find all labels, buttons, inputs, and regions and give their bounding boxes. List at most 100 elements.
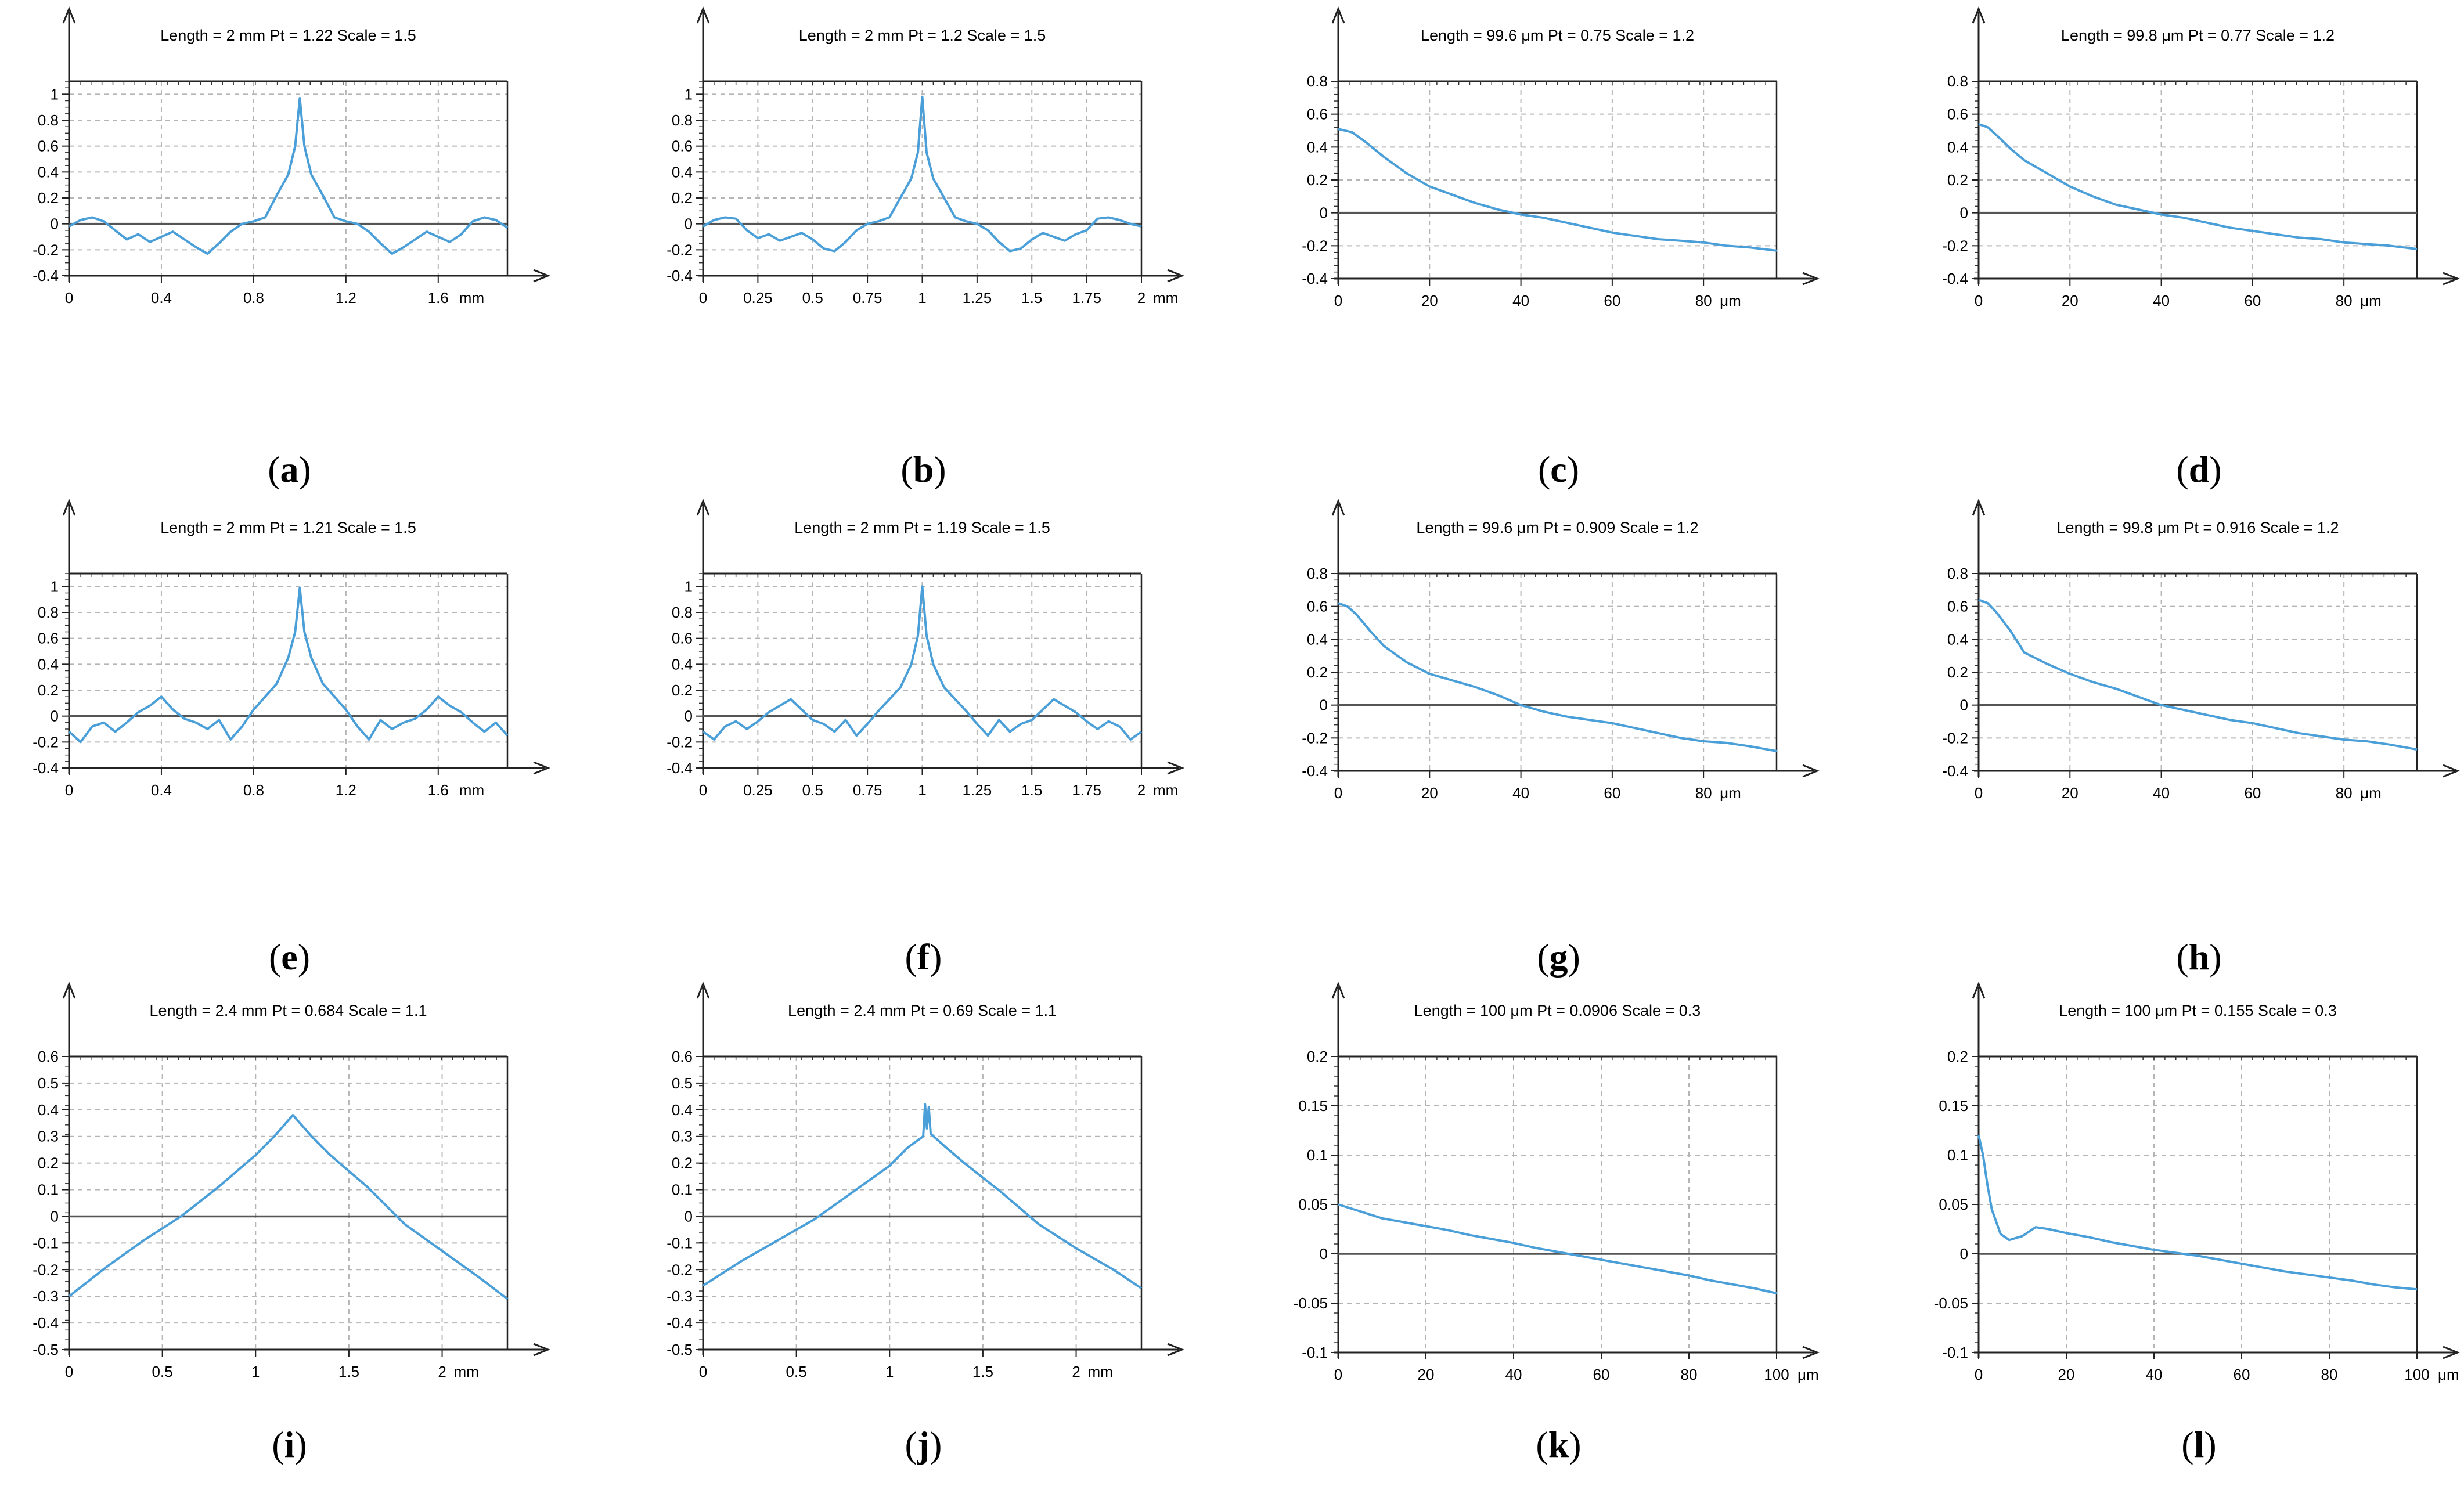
x-tick-label: 60 bbox=[2244, 784, 2261, 802]
x-tick-label: 80 bbox=[1681, 1366, 1698, 1383]
x-tick-label: 1.5 bbox=[1021, 289, 1042, 306]
panel-header: Length = 100 μm Pt = 0.155 Scale = 0.3 bbox=[2059, 1002, 2337, 1019]
y-tick-label: 0.8 bbox=[1947, 565, 1968, 582]
x-unit-label: mm bbox=[1088, 1363, 1113, 1380]
y-tick-label: 0.1 bbox=[1947, 1146, 1968, 1164]
x-tick-label: 100 bbox=[2404, 1366, 2429, 1383]
x-tick-label: 60 bbox=[1604, 292, 1620, 309]
x-tick-label: 80 bbox=[2336, 784, 2353, 802]
caption-close-paren: ) bbox=[1569, 1424, 1581, 1465]
caption-close-paren: ) bbox=[294, 1424, 307, 1465]
y-tick-label: 0.4 bbox=[38, 163, 59, 181]
x-tick-label: 1.2 bbox=[336, 781, 356, 799]
caption-letter: g bbox=[1550, 936, 1568, 978]
y-tick-label: 0 bbox=[51, 708, 59, 725]
caption-close-paren: ) bbox=[1568, 936, 1580, 978]
y-tick-label: 0.15 bbox=[1298, 1097, 1328, 1114]
y-tick-label: -0.1 bbox=[667, 1234, 693, 1251]
y-tick-label: -0.2 bbox=[667, 241, 693, 258]
y-tick-label: -0.5 bbox=[33, 1341, 59, 1358]
x-tick-label: 0.5 bbox=[802, 781, 823, 799]
y-tick-label: 0.3 bbox=[38, 1128, 59, 1145]
y-tick-label: 1 bbox=[51, 85, 59, 103]
y-tick-label: 0.15 bbox=[1939, 1097, 1968, 1114]
panel-header: Length = 2 mm Pt = 1.21 Scale = 1.5 bbox=[160, 519, 416, 536]
x-tick-label: 20 bbox=[2062, 292, 2078, 309]
y-tick-label: 0.2 bbox=[672, 1155, 693, 1172]
x-tick-label: 60 bbox=[1604, 784, 1620, 802]
x-axis-arrow bbox=[1802, 764, 1820, 778]
y-tick-label: 0 bbox=[1960, 204, 1968, 222]
y-tick-label: 0.8 bbox=[1947, 73, 1968, 90]
x-unit-label: mm bbox=[459, 781, 484, 799]
panel-header: Length = 99.8 μm Pt = 0.77 Scale = 1.2 bbox=[2061, 27, 2335, 44]
y-tick-label: 0 bbox=[51, 215, 59, 233]
x-axis-arrow bbox=[533, 269, 551, 283]
panel-header: Length = 99.6 μm Pt = 0.909 Scale = 1.2 bbox=[1416, 519, 1698, 536]
y-tick-label: 0.2 bbox=[1307, 1048, 1328, 1065]
x-tick-label: 0.4 bbox=[151, 781, 172, 799]
x-tick-label: 40 bbox=[1512, 784, 1529, 802]
y-tick-label: 0.2 bbox=[38, 189, 59, 207]
y-tick-label: -0.2 bbox=[1302, 237, 1328, 254]
x-tick-label: 1.2 bbox=[336, 289, 356, 306]
y-tick-label: 0.4 bbox=[672, 1101, 693, 1119]
y-tick-label: 0.2 bbox=[1947, 171, 1968, 189]
x-tick-label: 0.8 bbox=[243, 289, 264, 306]
x-tick-label: 0.75 bbox=[853, 289, 882, 306]
x-tick-label: 2 bbox=[1137, 781, 1145, 799]
x-unit-label: μm bbox=[1720, 292, 1741, 309]
y-tick-label: 0.6 bbox=[38, 1048, 59, 1065]
x-tick-label: 1 bbox=[885, 1363, 894, 1380]
x-tick-label: 0.4 bbox=[151, 289, 172, 306]
y-tick-label: 0.5 bbox=[672, 1074, 693, 1092]
y-tick-label: 0.4 bbox=[38, 655, 59, 673]
x-axis-arrow bbox=[2443, 272, 2461, 286]
y-axis-arrow bbox=[62, 6, 76, 24]
y-tick-label: -0.4 bbox=[33, 759, 59, 777]
caption-open-paren: ( bbox=[1537, 936, 1549, 978]
y-tick-label: 0.4 bbox=[1947, 630, 1968, 648]
y-tick-label: 0.2 bbox=[1947, 1048, 1968, 1065]
y-tick-label: -0.2 bbox=[1942, 237, 1968, 254]
x-unit-label: μm bbox=[2438, 1366, 2459, 1383]
y-axis-arrow bbox=[1972, 498, 1986, 516]
y-tick-label: 0.8 bbox=[672, 604, 693, 621]
y-tick-label: 0.6 bbox=[38, 138, 59, 155]
y-tick-label: -0.3 bbox=[667, 1287, 693, 1305]
x-tick-label: 100 bbox=[1764, 1366, 1789, 1383]
x-tick-label: 80 bbox=[1695, 784, 1712, 802]
caption-letter: l bbox=[2194, 1424, 2204, 1465]
x-tick-label: 0 bbox=[65, 781, 73, 799]
y-tick-label: 0.3 bbox=[672, 1128, 693, 1145]
y-tick-label: 0.4 bbox=[38, 1101, 59, 1119]
x-tick-label: 1.25 bbox=[963, 289, 992, 306]
panel-header: Length = 2 mm Pt = 1.19 Scale = 1.5 bbox=[794, 519, 1050, 536]
y-tick-label: -0.4 bbox=[33, 267, 59, 284]
x-axis-arrow bbox=[533, 761, 551, 775]
caption-letter: k bbox=[1548, 1424, 1569, 1465]
x-axis-arrow bbox=[1167, 1343, 1185, 1357]
y-tick-label: 0.1 bbox=[672, 1181, 693, 1199]
y-tick-label: 0 bbox=[685, 1207, 693, 1225]
y-tick-label: 0.05 bbox=[1298, 1196, 1328, 1213]
x-unit-label: mm bbox=[1153, 289, 1178, 306]
panel-d: Length = 99.8 μm Pt = 0.77 Scale = 1.2 -0… bbox=[1942, 6, 2461, 490]
x-unit-label: μm bbox=[2360, 292, 2382, 309]
x-unit-label: μm bbox=[1720, 784, 1741, 802]
y-tick-label: -0.4 bbox=[667, 267, 693, 284]
y-tick-label: -0.2 bbox=[1302, 729, 1328, 746]
caption-close-paren: ) bbox=[299, 449, 311, 490]
x-tick-label: 20 bbox=[1421, 292, 1438, 309]
x-tick-label: 0 bbox=[1975, 784, 1983, 802]
x-tick-label: 2 bbox=[1137, 289, 1145, 306]
y-tick-label: 0.4 bbox=[672, 163, 693, 181]
y-tick-label: -0.4 bbox=[1302, 762, 1328, 780]
panel-f: Length = 2 mm Pt = 1.19 Scale = 1.5 -0.4 -… bbox=[667, 498, 1185, 978]
panel-header: Length = 2.4 mm Pt = 0.684 Scale = 1.1 bbox=[149, 1002, 427, 1019]
y-tick-label: 0.2 bbox=[672, 681, 693, 699]
x-tick-label: 0 bbox=[1975, 1366, 1983, 1383]
y-tick-label: 1 bbox=[685, 578, 693, 595]
y-tick-label: 0.8 bbox=[1307, 73, 1328, 90]
x-tick-label: 0 bbox=[1334, 1366, 1342, 1383]
